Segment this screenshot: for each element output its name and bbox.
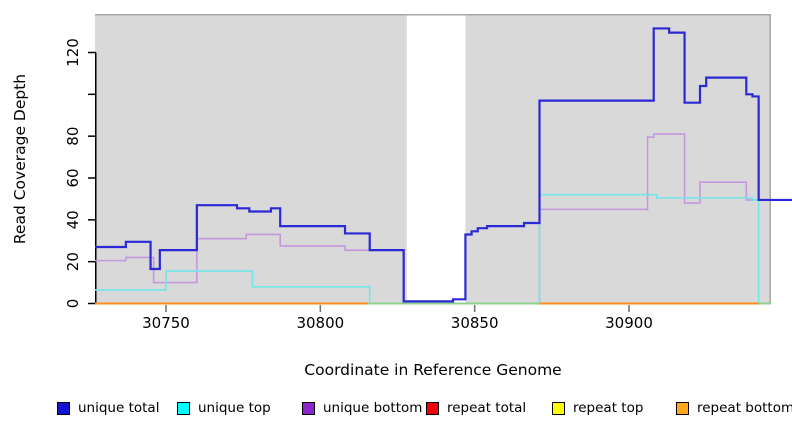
legend-item-unique-total: unique total <box>57 399 159 417</box>
repeat-bottom-swatch-icon <box>676 401 689 415</box>
legend-item-unique-top: unique top <box>177 399 271 417</box>
plot-panel <box>95 14 771 305</box>
legend-item-repeat-top: repeat top <box>552 399 643 417</box>
axis-ticks: 0 20 40 60 80 120 30750 30800 30850 30900 <box>64 38 653 332</box>
unique-bottom-swatch-icon <box>302 401 315 415</box>
legend-label: unique bottom <box>323 400 423 416</box>
y-tick-label: 80 <box>64 127 82 146</box>
repeat-total-swatch-icon <box>426 401 439 415</box>
legend-label: unique top <box>198 400 271 416</box>
y-tick-label: 60 <box>64 168 82 187</box>
x-tick-label: 30800 <box>296 314 344 332</box>
legend-item-repeat-bottom: repeat bottom <box>676 399 792 417</box>
legend: unique total unique top unique bottom re… <box>0 399 792 419</box>
x-tick-label: 30850 <box>451 314 499 332</box>
legend-item-unique-bottom: unique bottom <box>302 399 422 417</box>
coverage-gap-region <box>406 14 466 305</box>
series-line-unique-top <box>95 193 771 305</box>
x-tick-label: 30750 <box>142 314 190 332</box>
y-tick-label: 20 <box>64 252 82 271</box>
legend-label: repeat top <box>573 400 644 416</box>
legend-label: repeat bottom <box>697 400 792 416</box>
data-lines <box>95 27 792 305</box>
unique-total-swatch-icon <box>57 401 70 415</box>
legend-label: unique total <box>78 400 160 416</box>
series-line-unique-total <box>95 27 792 303</box>
legend-label: repeat total <box>447 400 527 416</box>
x-axis-title: Coordinate in Reference Genome <box>304 361 561 379</box>
repeat-top-swatch-icon <box>552 401 565 415</box>
unique-top-swatch-icon <box>177 401 190 415</box>
y-tick-label: 0 <box>64 299 82 309</box>
y-axis-title: Read Coverage Depth <box>11 74 29 244</box>
y-tick-label: 120 <box>64 38 82 67</box>
x-tick-label: 30900 <box>605 314 653 332</box>
y-tick-label: 40 <box>64 210 82 229</box>
legend-item-repeat-total: repeat total <box>426 399 526 417</box>
